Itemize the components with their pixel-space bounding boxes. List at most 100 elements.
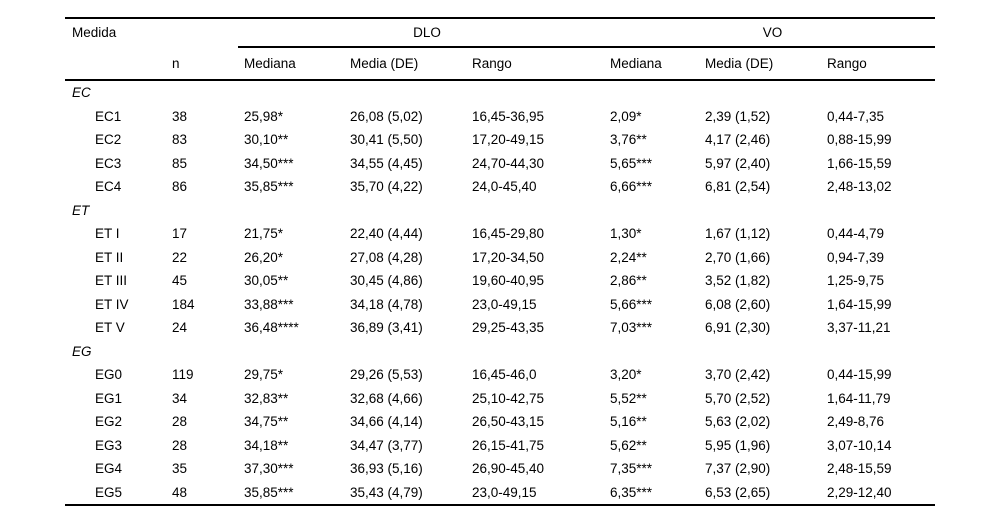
cell-dlo-mediana: 34,75** [244, 414, 289, 430]
table-row: EG3 28 34,18** 34,47 (3,77) 26,15-41,75 … [65, 434, 935, 458]
cell-measure-label: EG2 [95, 414, 123, 430]
cell-vo-rango: 2,29-12,40 [827, 484, 892, 500]
cell-n: 22 [172, 249, 188, 265]
cell-vo-media: 6,08 (2,60) [705, 296, 771, 312]
cell-n: 86 [172, 179, 188, 195]
cell-n: 28 [172, 414, 188, 430]
cell-dlo-media: 30,41 (5,50) [350, 132, 423, 148]
cell-vo-media: 5,95 (1,96) [705, 437, 771, 453]
cell-dlo-media: 35,70 (4,22) [350, 179, 423, 195]
cell-n: 24 [172, 320, 188, 336]
cell-vo-media: 2,70 (1,66) [705, 249, 771, 265]
cell-dlo-mediana: 29,75* [244, 367, 284, 383]
cell-vo-rango: 0,44-4,79 [827, 226, 885, 242]
table-row: ET III 45 30,05** 30,45 (4,86) 19,60-40,… [65, 269, 935, 293]
cell-dlo-mediana: 34,50*** [244, 155, 294, 171]
cell-vo-mediana: 2,86** [610, 273, 647, 289]
cell-vo-mediana: 5,62** [610, 437, 647, 453]
cell-vo-mediana: 7,35*** [610, 461, 653, 477]
subheader-dlo-rango: Rango [472, 56, 512, 71]
cell-vo-rango: 2,49-8,76 [827, 414, 885, 430]
section-row: EG [65, 340, 935, 364]
cell-n: 184 [172, 296, 195, 312]
cell-dlo-media: 26,08 (5,02) [350, 108, 423, 124]
cell-measure-label: ET V [95, 320, 125, 336]
cell-dlo-media: 29,26 (5,53) [350, 367, 423, 383]
subheader-dlo-mediana: Mediana [244, 56, 296, 71]
cell-vo-mediana: 3,76** [610, 132, 647, 148]
cell-dlo-mediana: 32,83** [244, 390, 289, 406]
cell-dlo-rango: 23,0-49,15 [472, 296, 537, 312]
cell-dlo-mediana: 30,10** [244, 132, 289, 148]
cell-dlo-mediana: 37,30*** [244, 461, 294, 477]
cell-vo-media: 7,37 (2,90) [705, 461, 771, 477]
cell-vo-mediana: 5,52** [610, 390, 647, 406]
subheader-dlo-media: Media (DE) [350, 56, 419, 71]
cell-vo-media: 5,63 (2,02) [705, 414, 771, 430]
cell-dlo-rango: 26,50-43,15 [472, 414, 545, 430]
cell-vo-mediana: 5,16** [610, 414, 647, 430]
table-bottom-rule [65, 504, 935, 506]
cell-dlo-rango: 16,45-29,80 [472, 226, 545, 242]
cell-measure-label: EG5 [95, 484, 123, 500]
cell-vo-rango: 1,64-11,79 [827, 390, 891, 406]
cell-n: 83 [172, 132, 188, 148]
cell-vo-rango: 1,66-15,59 [827, 155, 892, 171]
cell-measure-label: EG1 [95, 390, 123, 406]
cell-vo-media: 3,52 (1,82) [705, 273, 771, 289]
cell-dlo-media: 34,66 (4,14) [350, 414, 423, 430]
cell-vo-media: 6,53 (2,65) [705, 484, 771, 500]
cell-vo-media: 6,81 (2,54) [705, 179, 771, 195]
statistics-table: Medida DLO VO n Mediana Media (DE) Rango… [65, 17, 935, 506]
cell-vo-rango: 3,37-11,21 [827, 320, 891, 336]
table-header-group-row: Medida DLO VO [65, 19, 935, 46]
section-row: ET [65, 199, 935, 223]
cell-vo-media: 3,70 (2,42) [705, 367, 771, 383]
cell-dlo-rango: 25,10-42,75 [472, 390, 545, 406]
cell-vo-rango: 1,64-15,99 [827, 296, 892, 312]
cell-dlo-mediana: 34,18** [244, 437, 289, 453]
cell-vo-mediana: 7,03*** [610, 320, 653, 336]
cell-measure-label: ET I [95, 226, 120, 242]
cell-dlo-mediana: 26,20* [244, 249, 284, 265]
group-header-rule [238, 46, 935, 48]
section-row: EC [65, 81, 935, 105]
cell-vo-mediana: 1,30* [610, 226, 642, 242]
cell-measure-label: EG4 [95, 461, 123, 477]
cell-dlo-media: 36,89 (3,41) [350, 320, 423, 336]
cell-vo-rango: 0,44-15,99 [827, 367, 892, 383]
table-row: EC1 38 25,98* 26,08 (5,02) 16,45-36,95 2… [65, 105, 935, 129]
cell-measure-label: ET III [95, 273, 128, 289]
cell-measure-label: EG0 [95, 367, 123, 383]
cell-dlo-rango: 24,0-45,40 [472, 179, 537, 195]
cell-vo-media: 5,97 (2,40) [705, 155, 771, 171]
cell-dlo-mediana: 25,98* [244, 108, 284, 124]
cell-vo-rango: 2,48-15,59 [827, 461, 892, 477]
cell-vo-media: 6,91 (2,30) [705, 320, 771, 336]
cell-vo-media: 5,70 (2,52) [705, 390, 771, 406]
subheader-vo-mediana: Mediana [610, 56, 662, 71]
group-header-rule-row [65, 46, 935, 48]
cell-vo-media: 2,39 (1,52) [705, 108, 771, 124]
cell-dlo-media: 34,47 (3,77) [350, 437, 423, 453]
cell-dlo-rango: 26,15-41,75 [472, 437, 545, 453]
table-row: EG5 48 35,85*** 35,43 (4,79) 23,0-49,15 … [65, 481, 935, 505]
table-row: EC4 86 35,85*** 35,70 (4,22) 24,0-45,40 … [65, 175, 935, 199]
subheader-n: n [172, 56, 180, 71]
subheader-vo-rango: Rango [827, 56, 867, 71]
cell-dlo-media: 30,45 (4,86) [350, 273, 423, 289]
table-row: ET II 22 26,20* 27,08 (4,28) 17,20-34,50… [65, 246, 935, 270]
cell-dlo-media: 35,43 (4,79) [350, 484, 423, 500]
cell-n: 45 [172, 273, 188, 289]
cell-dlo-media: 36,93 (5,16) [350, 461, 423, 477]
medida-header: Medida [72, 25, 117, 40]
cell-n: 48 [172, 484, 188, 500]
cell-dlo-rango: 17,20-34,50 [472, 249, 545, 265]
table-top-rule [65, 17, 935, 19]
section-label: EC [72, 85, 91, 101]
table-row: EG0 119 29,75* 29,26 (5,53) 16,45-46,0 3… [65, 363, 935, 387]
cell-vo-mediana: 5,66*** [610, 296, 653, 312]
subheader-vo-media: Media (DE) [705, 56, 774, 71]
cell-dlo-mediana: 36,48**** [244, 320, 299, 336]
